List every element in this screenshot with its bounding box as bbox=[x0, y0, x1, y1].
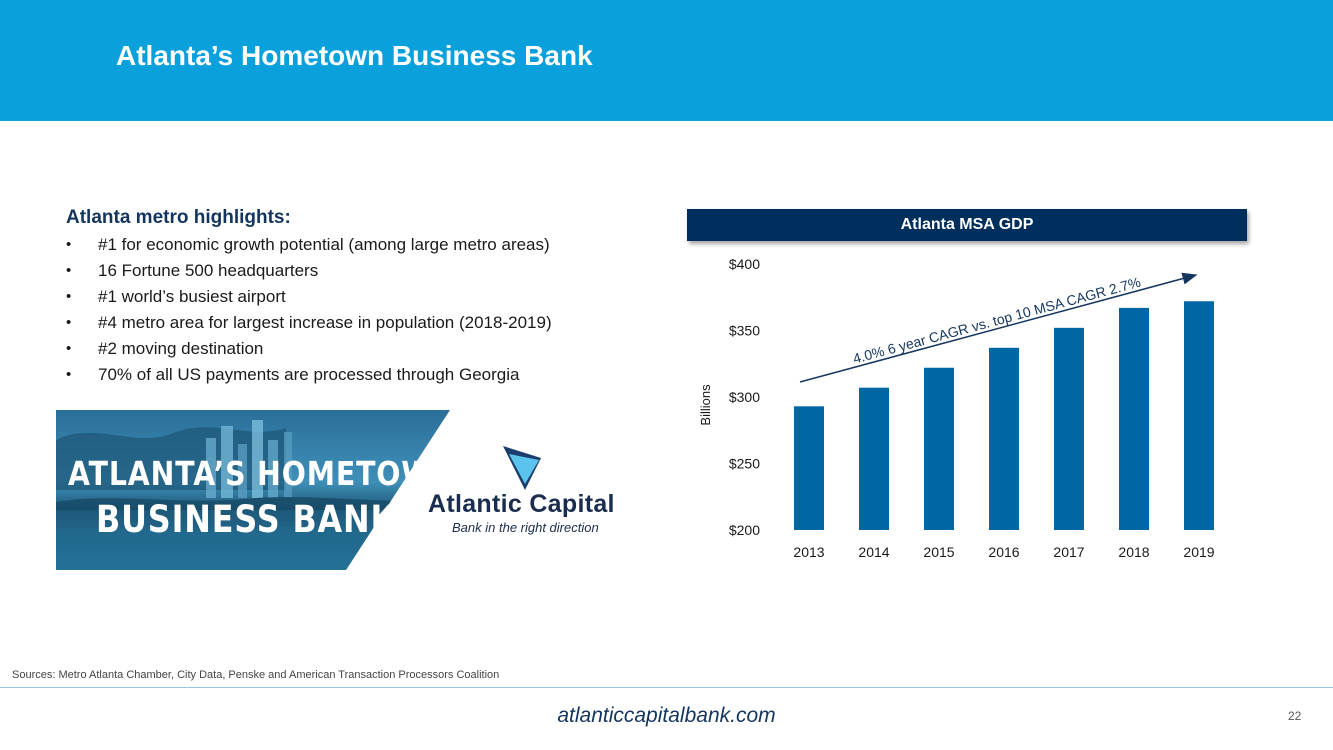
bar bbox=[924, 367, 954, 530]
y-tick-label: $350 bbox=[729, 323, 760, 339]
chart-title-bar: Atlanta MSA GDP bbox=[687, 209, 1247, 241]
bullet-icon: • bbox=[66, 366, 72, 383]
list-item-text: #4 metro area for largest increase in po… bbox=[98, 313, 552, 332]
list-item: • 70% of all US payments are processed th… bbox=[66, 362, 626, 388]
x-tick-label: 2019 bbox=[1183, 544, 1214, 560]
list-item-text: 70% of all US payments are processed thr… bbox=[98, 365, 520, 384]
skyline-banner: ATLANTA’S HOMETOWN BUSINESS BANK bbox=[56, 410, 450, 570]
sources-note: Sources: Metro Atlanta Chamber, City Dat… bbox=[12, 669, 500, 681]
banner-line1: ATLANTA’S HOMETOWN bbox=[68, 454, 450, 493]
logo-mark-light bbox=[509, 454, 539, 484]
y-axis-label: Billions bbox=[698, 384, 713, 426]
bullet-icon: • bbox=[66, 340, 72, 357]
x-tick-label: 2017 bbox=[1053, 544, 1084, 560]
y-tick-label: $200 bbox=[729, 522, 760, 538]
bar bbox=[1054, 327, 1084, 530]
list-item-text: #2 moving destination bbox=[98, 339, 264, 358]
bar bbox=[794, 406, 824, 530]
footer-divider bbox=[0, 687, 1333, 688]
banner-line2: BUSINESS BANK bbox=[96, 498, 397, 541]
highlights-list: • #1 for economic growth potential (among… bbox=[66, 232, 626, 388]
skyline-image bbox=[56, 410, 450, 570]
list-item: • #2 moving destination bbox=[66, 336, 626, 362]
list-item: • #1 world’s busiest airport bbox=[66, 284, 626, 310]
y-tick-label: $250 bbox=[729, 456, 760, 472]
x-tick-label: 2015 bbox=[923, 544, 954, 560]
list-item: • #4 metro area for largest increase in p… bbox=[66, 310, 626, 336]
gdp-chart-svg: $200 $250 $300 $350 $400 Billions 2013 2014 2015… bbox=[698, 256, 1215, 560]
trend-arrow bbox=[799, 272, 1198, 383]
y-tick-label: $300 bbox=[729, 389, 760, 405]
list-item-text: #1 world’s busiest airport bbox=[98, 287, 286, 306]
bar bbox=[1184, 301, 1214, 530]
bar bbox=[1119, 307, 1149, 530]
list-item: • 16 Fortune 500 headquarters bbox=[66, 258, 626, 284]
page-number: 22 bbox=[1288, 709, 1302, 723]
bar bbox=[859, 387, 889, 530]
logo-name: Atlantic Capital bbox=[428, 490, 615, 518]
list-item-text: 16 Fortune 500 headquarters bbox=[98, 261, 319, 280]
highlights-title: Atlanta metro highlights: bbox=[66, 207, 291, 228]
gdp-chart: $200 $250 $300 $350 $400 Billions 2013 2014 2015… bbox=[688, 245, 1248, 575]
x-tick-label: 2014 bbox=[858, 544, 889, 560]
bullet-icon: • bbox=[66, 236, 72, 253]
list-item-text: #1 for economic growth potential (among … bbox=[98, 235, 550, 254]
atlantic-capital-logo: Atlantic Capital Bank in the right direc… bbox=[425, 440, 625, 540]
x-tick-label: 2018 bbox=[1118, 544, 1149, 560]
header-bar: Atlanta’s Hometown Business Bank bbox=[0, 0, 1333, 121]
bullet-icon: • bbox=[66, 262, 72, 279]
logo-tagline: Bank in the right direction bbox=[452, 520, 599, 535]
x-tick-label: 2013 bbox=[793, 544, 824, 560]
logo-mark-icon bbox=[503, 446, 541, 490]
page-title: Atlanta’s Hometown Business Bank bbox=[116, 40, 593, 71]
bullet-icon: • bbox=[66, 288, 72, 305]
list-item: • #1 for economic growth potential (among… bbox=[66, 232, 626, 258]
bar bbox=[989, 347, 1019, 530]
bullet-icon: • bbox=[66, 314, 72, 331]
highlights-section: Atlanta metro highlights: • #1 for econom… bbox=[66, 207, 626, 388]
footer-url[interactable]: atlanticcapitalbank.com bbox=[557, 704, 776, 727]
x-tick-label: 2016 bbox=[988, 544, 1019, 560]
chart-title: Atlanta MSA GDP bbox=[900, 216, 1034, 233]
y-tick-label: $400 bbox=[729, 256, 760, 272]
